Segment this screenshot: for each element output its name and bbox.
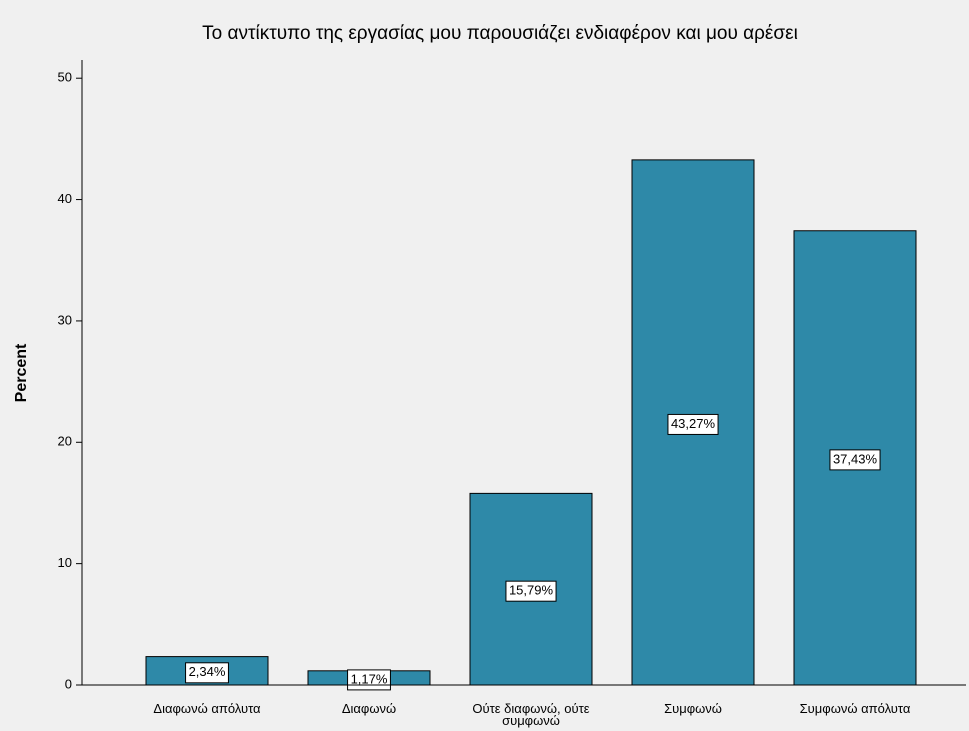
value-label-box [185,662,229,684]
y-tick-label: 0 [65,676,72,691]
value-label-box [505,580,557,602]
chart-title: Το αντίκτυπο της εργασίας μου παρουσιάζε… [202,23,798,44]
value-label: 15,79% [509,583,554,598]
value-label: 2,34% [189,664,226,679]
x-tick-label: Συμφωνώ απόλυτα [799,701,911,716]
x-tick-label: Διαφωνώ απόλυτα [153,701,261,716]
y-tick-label: 20 [58,434,72,449]
y-tick-label: 40 [58,191,72,206]
value-label: 1,17% [351,671,388,686]
y-tick-label: 30 [58,312,72,327]
y-tick-label: 50 [58,70,72,85]
x-tick-label: Ούτε διαφωνώ, ούτε συμφωνώ [472,701,590,728]
value-label-box [829,449,881,471]
value-label: 37,43% [833,451,878,466]
x-tick-label: Διαφωνώ [341,701,397,716]
x-tick-label: Συμφωνώ [664,701,722,716]
y-axis-label: Percent [13,343,30,402]
y-tick-label: 10 [58,555,72,570]
value-label: 43,27% [671,416,716,431]
value-label-box [667,413,719,435]
